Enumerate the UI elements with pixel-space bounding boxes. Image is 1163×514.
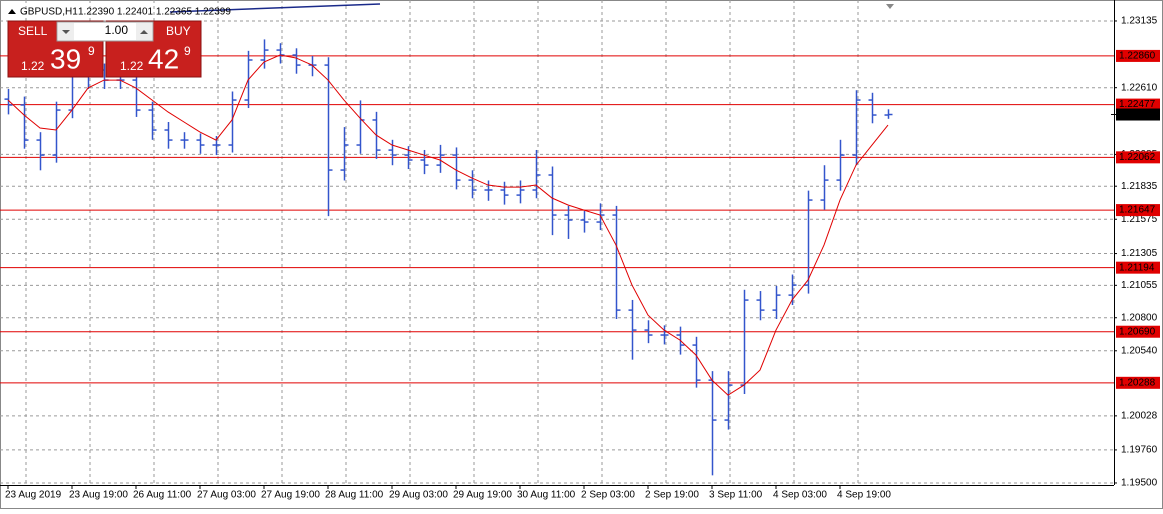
lot-down-arrow xyxy=(62,30,70,34)
plot-area xyxy=(0,0,1114,485)
sell-big: 39 xyxy=(50,43,81,74)
x-tick-label: 28 Aug 11:00 xyxy=(325,490,384,501)
level-label-box xyxy=(1116,204,1160,217)
buy-prefix: 1.22 xyxy=(120,59,144,73)
y-tick-label: 1.19760 xyxy=(1121,445,1158,456)
x-tick-label: 30 Aug 11:00 xyxy=(517,490,576,501)
x-tick-label: 4 Sep 03:00 xyxy=(773,490,827,501)
y-tick-label: 1.21575 xyxy=(1121,214,1158,225)
buy-sup: 9 xyxy=(184,44,191,58)
x-tick-label: 27 Aug 03:00 xyxy=(197,490,256,501)
level-label: 1.21647 xyxy=(1119,205,1156,216)
level-label-box xyxy=(1116,98,1160,111)
x-tick-label: 3 Sep 11:00 xyxy=(709,490,763,501)
sell-prefix: 1.22 xyxy=(21,59,45,73)
buy-label: BUY xyxy=(166,24,191,38)
buy-big: 42 xyxy=(148,43,179,74)
y-tick-label: 1.23135 xyxy=(1121,16,1158,27)
x-tick-label: 2 Sep 03:00 xyxy=(581,490,635,501)
y-tick-label: 1.21305 xyxy=(1121,248,1158,259)
trend-line xyxy=(169,3,381,13)
x-tick-label: 23 Aug 2019 xyxy=(5,490,62,501)
x-tick-label: 23 Aug 19:00 xyxy=(69,490,128,501)
level-label: 1.22062 xyxy=(1119,152,1156,163)
trade-panel: SELL BUY 1.00 1.22 39 9 1.22 42 9 xyxy=(7,20,202,78)
y-tick-label: 1.19500 xyxy=(1121,478,1158,489)
moving-average xyxy=(7,54,889,396)
x-tick-label: 4 Sep 19:00 xyxy=(837,490,891,501)
y-tick-label: 1.22610 xyxy=(1121,82,1158,93)
x-tick-label: 29 Aug 03:00 xyxy=(389,490,448,501)
level-label-box xyxy=(1116,376,1160,389)
current-price-label: 1.22399 xyxy=(1119,109,1156,120)
shift-marker xyxy=(886,4,894,9)
y-tick-label: 1.20028 xyxy=(1121,411,1158,422)
x-tick-label: 27 Aug 19:00 xyxy=(261,490,320,501)
level-label-box xyxy=(1116,325,1160,338)
x-tick-label: 2 Sep 19:00 xyxy=(645,490,699,501)
level-label: 1.20690 xyxy=(1119,326,1156,337)
x-tick-label: 29 Aug 19:00 xyxy=(453,490,512,501)
current-price-box xyxy=(1116,108,1160,121)
level-label: 1.21194 xyxy=(1119,262,1155,273)
level-label-box xyxy=(1116,261,1160,274)
level-label: 1.22860 xyxy=(1119,51,1156,62)
lot-up-arrow xyxy=(140,30,148,34)
quote: 1.22390 1.22401 1.22365 1.22399 xyxy=(78,7,231,18)
level-label: 1.20288 xyxy=(1119,377,1156,388)
level-label: 1.22477 xyxy=(1119,99,1156,110)
y-tick-label: 1.21055 xyxy=(1121,280,1158,291)
lot-value: 1.00 xyxy=(105,23,129,37)
lot-input[interactable] xyxy=(56,21,154,42)
collapse-icon[interactable] xyxy=(8,9,16,14)
symbol: GBPUSD,H1 xyxy=(20,7,78,18)
y-tick-label: 1.20540 xyxy=(1121,345,1158,356)
y-tick-label: 1.21835 xyxy=(1121,181,1158,192)
sell-label: SELL xyxy=(18,24,48,38)
y-tick-label: 1.20800 xyxy=(1121,312,1158,323)
level-label-box xyxy=(1116,49,1160,62)
level-label-box xyxy=(1116,151,1160,164)
sell-sup: 9 xyxy=(88,44,95,58)
x-tick-label: 26 Aug 11:00 xyxy=(133,490,192,501)
